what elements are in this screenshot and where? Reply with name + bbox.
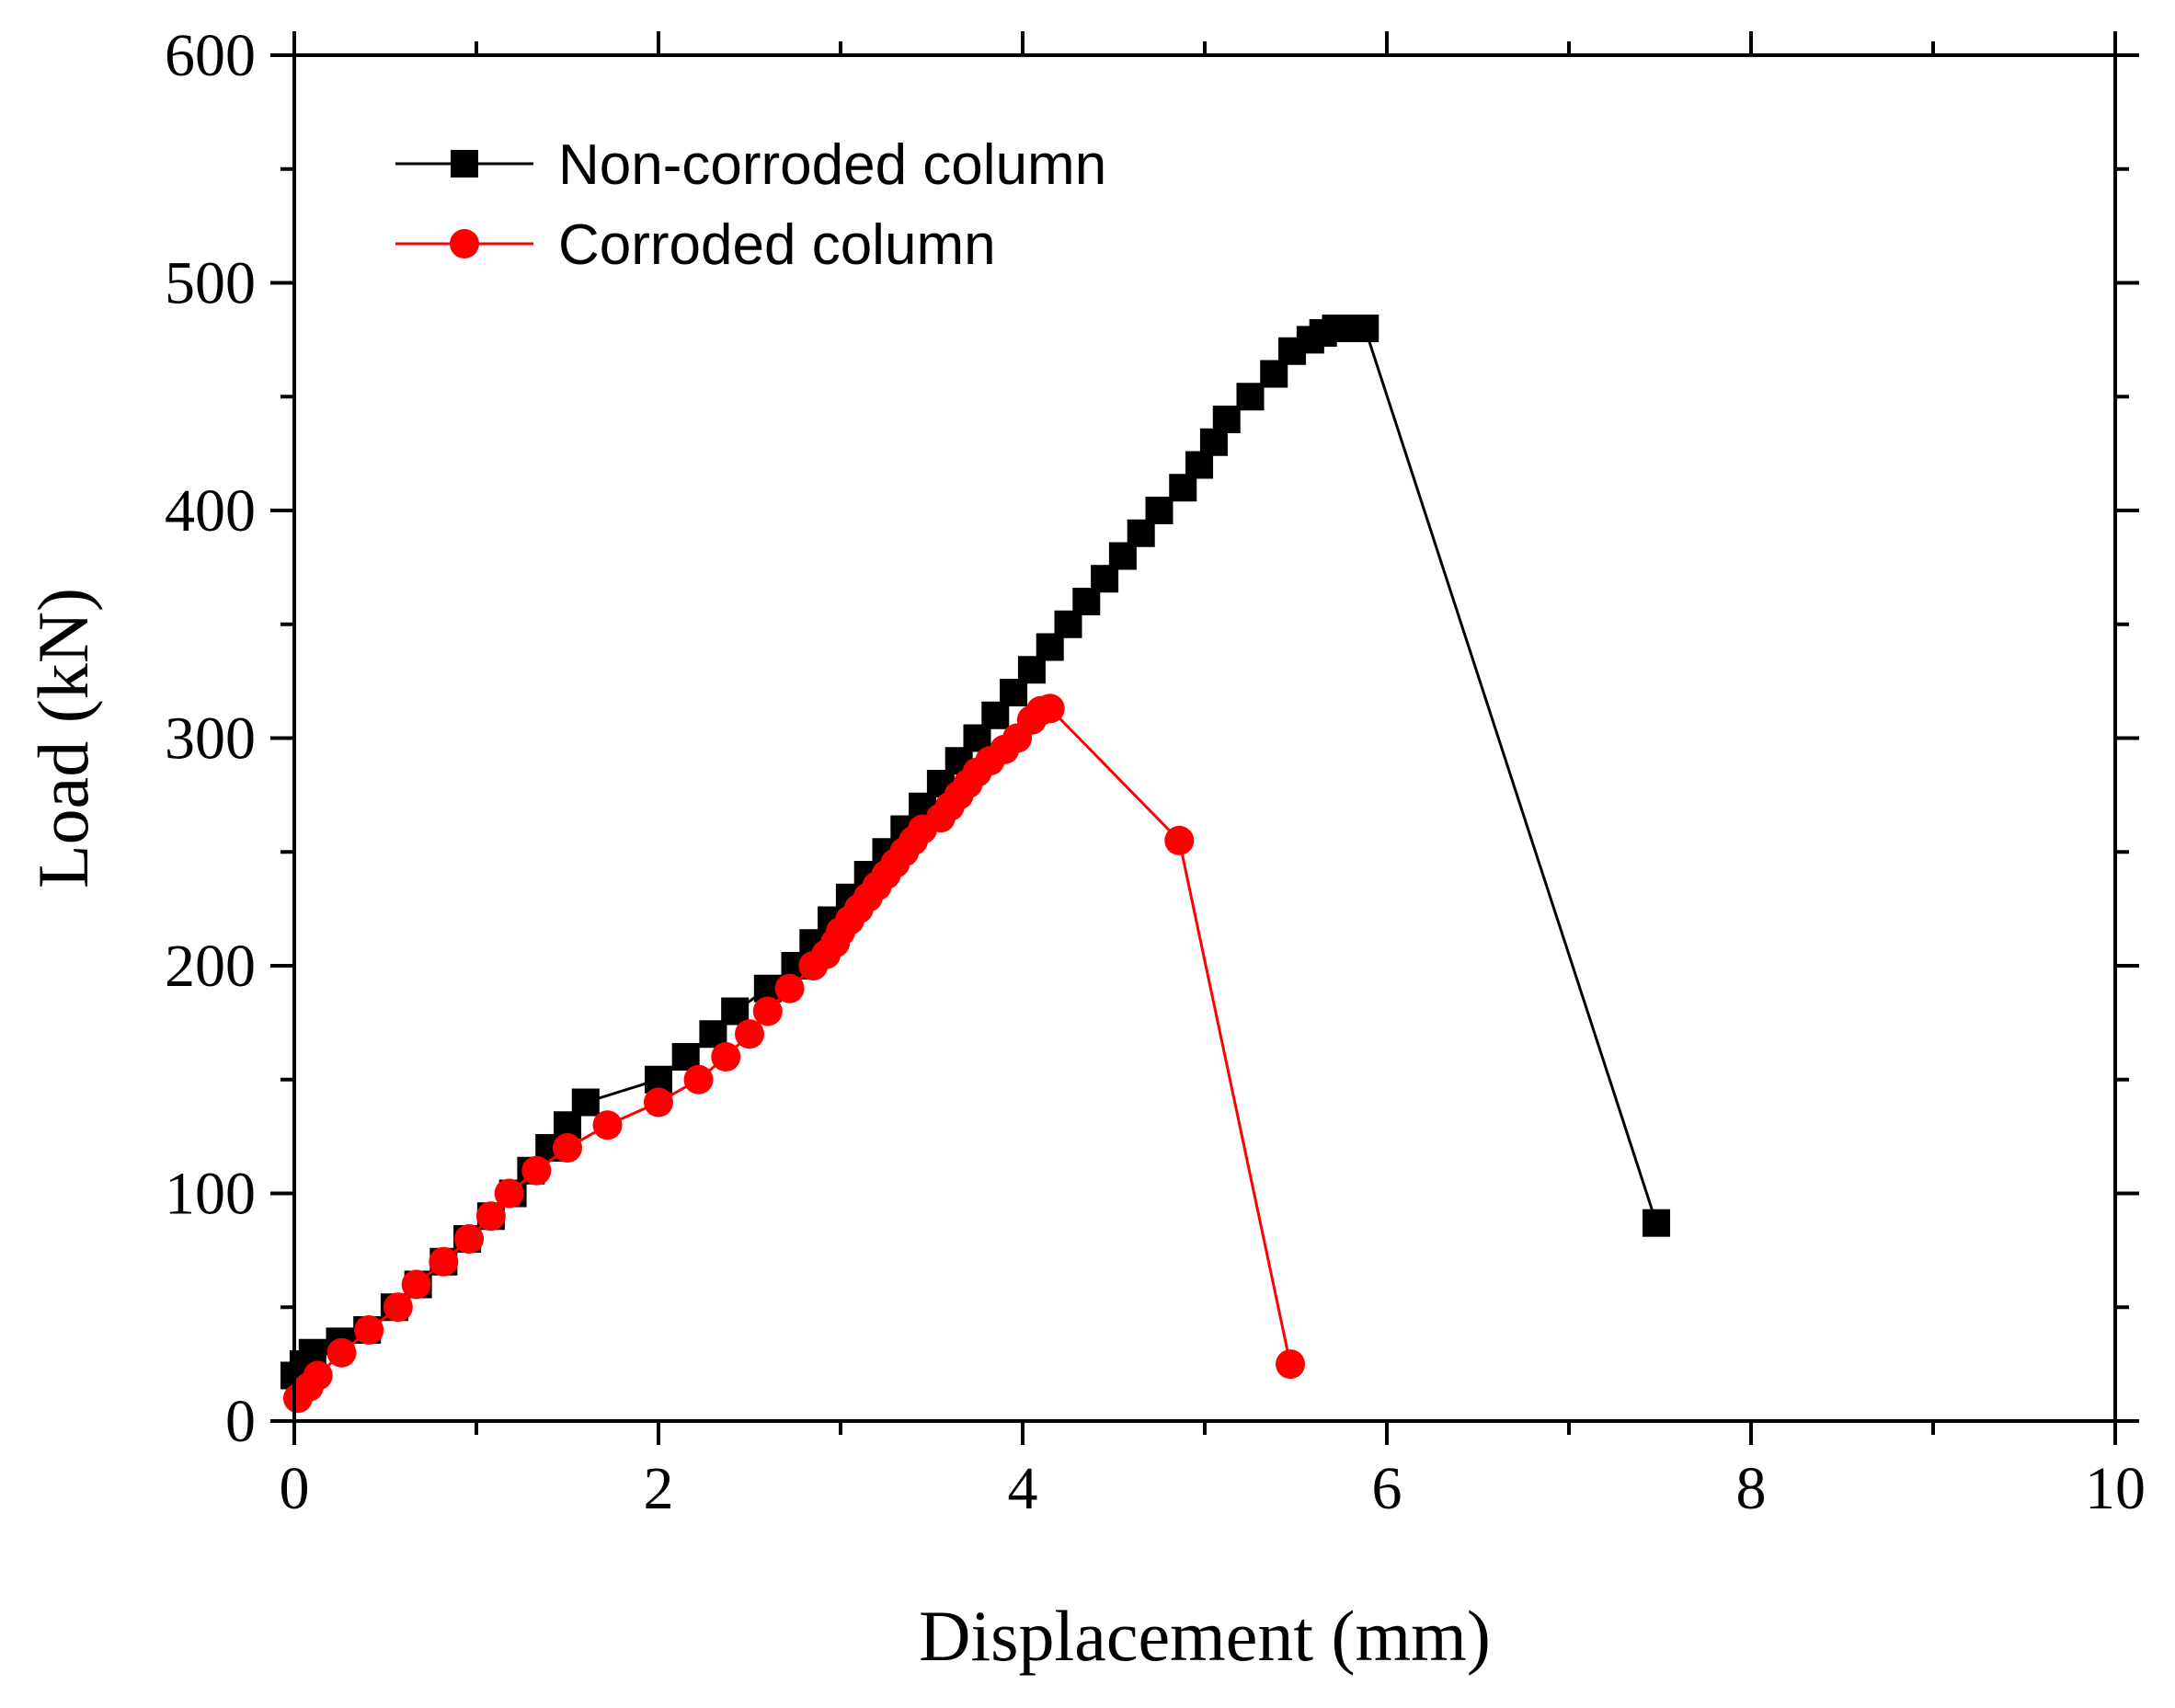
legend-label-non-corroded: Non-corroded column <box>558 133 1106 197</box>
data-point-circle <box>429 1246 459 1277</box>
data-point-circle <box>1164 825 1195 855</box>
y-tick-label: 200 <box>165 933 256 1000</box>
data-point-circle <box>1035 694 1065 724</box>
data-point-circle <box>592 1110 623 1141</box>
data-point-square <box>1351 315 1379 342</box>
y-tick-label: 300 <box>165 705 256 773</box>
series-corroded <box>282 694 1306 1414</box>
data-point-circle <box>683 1064 714 1095</box>
data-point-circle <box>401 1269 431 1300</box>
data-point-circle <box>553 1133 582 1163</box>
data-point-circle <box>1276 1349 1306 1380</box>
data-point-circle <box>521 1155 552 1186</box>
data-point-circle <box>644 1087 673 1118</box>
data-point-square <box>1145 497 1173 524</box>
y-axis-title: Load (kN) <box>23 588 103 888</box>
data-point-circle <box>383 1292 413 1323</box>
y-tick-label: 600 <box>165 22 256 89</box>
data-point-circle <box>735 1019 764 1049</box>
x-tick-label: 6 <box>1372 1455 1402 1522</box>
x-tick-label: 10 <box>2085 1455 2146 1522</box>
y-tick-label: 0 <box>225 1388 256 1455</box>
x-tick-label: 8 <box>1736 1455 1767 1522</box>
legend-marker-corroded <box>450 229 479 258</box>
x-axis-title: Displacement (mm) <box>919 1596 1491 1676</box>
data-point-circle <box>475 1201 506 1232</box>
data-point-square <box>571 1088 600 1117</box>
legend-marker-non-corroded <box>451 150 478 178</box>
y-tick-label: 100 <box>165 1161 256 1228</box>
data-point-circle <box>752 996 783 1026</box>
data-point-circle <box>326 1337 357 1368</box>
plot-marks <box>280 315 1671 1414</box>
data-point-circle <box>494 1178 524 1209</box>
y-tick-label: 500 <box>165 250 256 317</box>
x-tick-label: 2 <box>644 1455 674 1522</box>
data-point-circle <box>711 1042 741 1072</box>
data-point-circle <box>454 1224 485 1254</box>
legend-label-corroded: Corroded column <box>558 213 996 277</box>
data-point-circle <box>303 1360 333 1391</box>
legend: Non-corroded column Corroded column <box>395 133 1106 277</box>
x-tick-label: 4 <box>1008 1455 1038 1522</box>
data-point-circle <box>354 1315 384 1345</box>
x-tick-label: 0 <box>280 1455 310 1522</box>
data-point-square <box>1212 406 1241 433</box>
data-point-circle <box>774 973 805 1003</box>
y-tick-label: 400 <box>165 477 256 544</box>
data-point-square <box>1643 1209 1671 1237</box>
axis-ticks <box>270 31 2139 1445</box>
data-point-square <box>1236 383 1265 411</box>
